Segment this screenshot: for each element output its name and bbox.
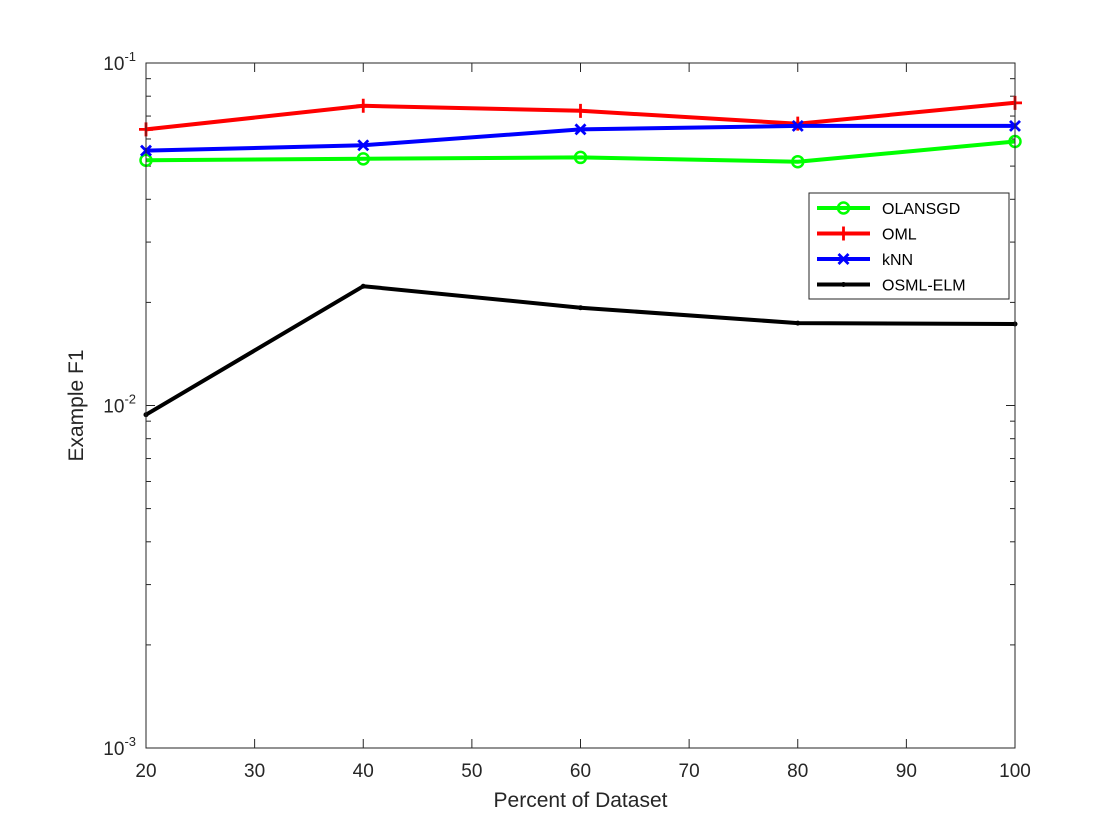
legend-marker bbox=[836, 201, 851, 215]
x-axis: 20 30 40 50 60 70 80 90 100 bbox=[135, 63, 1031, 782]
data-point-knn bbox=[357, 139, 370, 152]
x-tick-label: 50 bbox=[461, 761, 482, 782]
legend-item-osml-elm: OSML-ELM bbox=[817, 278, 966, 295]
data-point-osml-elm bbox=[578, 305, 583, 311]
legend-marker bbox=[837, 253, 850, 265]
y-tick-label: 10-3 bbox=[103, 734, 136, 760]
y-axis-label: Example F1 bbox=[65, 349, 88, 461]
x-tick-label: 30 bbox=[244, 761, 265, 782]
x-tick-label: 90 bbox=[896, 761, 917, 782]
x-tick-label: 70 bbox=[679, 761, 700, 782]
legend-label: OSML-ELM bbox=[882, 278, 966, 295]
y-tick-label: 10-1 bbox=[103, 49, 136, 75]
data-point-knn bbox=[791, 119, 804, 132]
legend-marker bbox=[836, 226, 851, 241]
series-line-olansgd bbox=[145, 139, 1016, 164]
data-point-olansgd bbox=[791, 154, 805, 169]
x-tick-label: 80 bbox=[787, 761, 808, 782]
legend-label: OLANSGD bbox=[882, 201, 960, 218]
data-point-osml-elm bbox=[795, 320, 801, 326]
plot-area bbox=[146, 63, 1015, 748]
data-point-olansgd bbox=[573, 150, 588, 165]
legend-item-oml: OML bbox=[817, 226, 917, 244]
data-point-oml bbox=[356, 98, 371, 113]
data-point-olansgd bbox=[356, 152, 370, 166]
x-tick-label: 60 bbox=[570, 761, 591, 782]
x-axis-label: Percent of Dataset bbox=[494, 789, 668, 812]
legend: OLANSGD OML kNN OSML-ELM bbox=[808, 192, 1010, 300]
legend-item-olansgd: OLANSGD bbox=[817, 201, 960, 218]
legend-item-knn: kNN bbox=[817, 252, 913, 269]
data-point-oml bbox=[790, 116, 805, 131]
y-axis: 10-1 10-2 10-3 bbox=[103, 49, 1015, 760]
legend-label: kNN bbox=[882, 252, 913, 269]
series-layer bbox=[139, 95, 1022, 418]
x-tick-label: 20 bbox=[135, 761, 156, 782]
legend-marker bbox=[841, 282, 846, 287]
series-knn bbox=[140, 119, 1021, 157]
x-tick-label: 100 bbox=[999, 761, 1031, 782]
legend-box bbox=[808, 192, 1010, 300]
y-tick-label: 10-2 bbox=[103, 392, 136, 418]
legend-label: OML bbox=[882, 227, 917, 244]
x-tick-label: 40 bbox=[353, 761, 374, 782]
data-point-osml-elm bbox=[360, 283, 366, 289]
data-point-knn bbox=[574, 123, 587, 136]
plot-frame bbox=[145, 62, 1016, 749]
data-point-oml bbox=[573, 103, 588, 118]
